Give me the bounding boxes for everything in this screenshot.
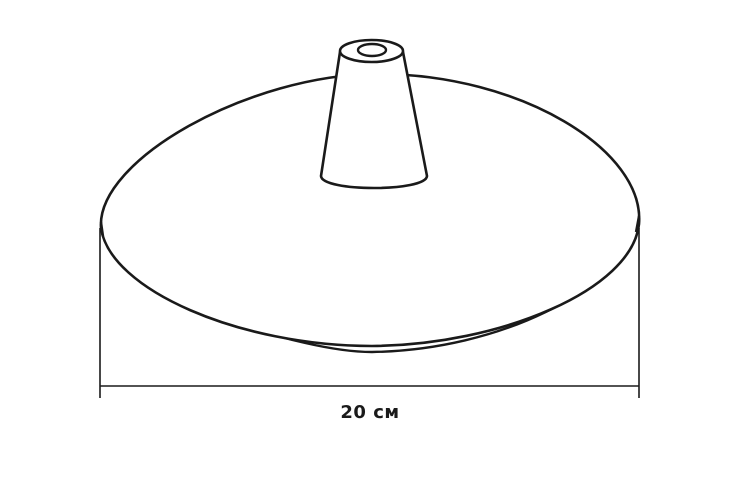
disc-edge-right (634, 215, 641, 233)
center-cone (319, 50, 429, 190)
disc-edge-left (99, 221, 105, 237)
disc-top (99, 72, 641, 348)
cone-hole (356, 42, 388, 58)
dimension-label: 20 см (340, 402, 400, 423)
